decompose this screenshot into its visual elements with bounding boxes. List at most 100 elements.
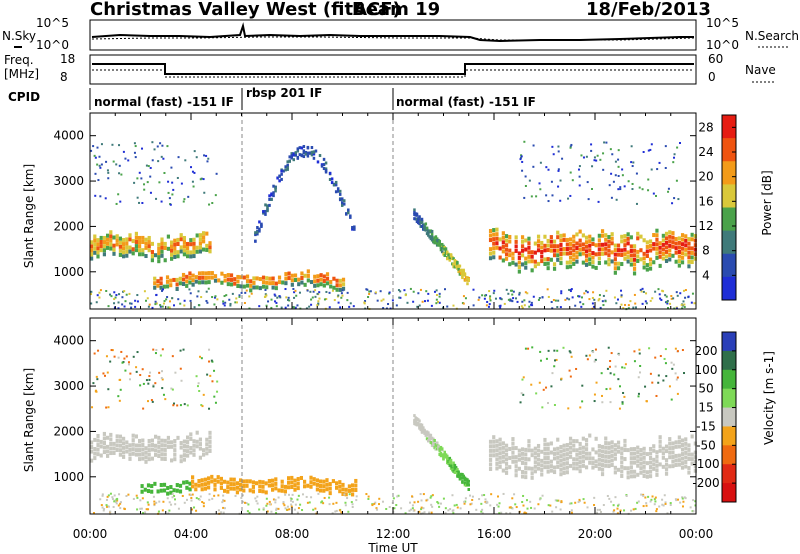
data-cell: [467, 483, 470, 487]
data-cell: [153, 481, 157, 486]
data-cell: [148, 378, 151, 381]
data-cell: [192, 185, 195, 188]
data-cell: [142, 382, 145, 385]
data-cell: [607, 445, 611, 450]
data-cell: [144, 254, 148, 259]
data-cell: [146, 297, 149, 300]
data-cell: [504, 238, 509, 243]
data-cell: [216, 390, 219, 393]
data-cell: [328, 177, 332, 181]
data-cell: [248, 488, 252, 493]
data-cell: [179, 367, 182, 370]
data-cell: [150, 447, 154, 452]
data-cell: [623, 509, 626, 512]
data-cell: [452, 304, 455, 307]
data-cell: [199, 178, 202, 181]
data-cell: [520, 447, 525, 452]
data-cell: [229, 304, 232, 307]
data-cell: [294, 153, 298, 157]
data-cell: [577, 168, 580, 171]
data-cell: [524, 247, 528, 252]
data-cell: [568, 454, 573, 459]
data-cell: [578, 229, 582, 234]
data-cell: [206, 160, 209, 163]
data-cell: [122, 290, 125, 293]
data-cell: [616, 467, 621, 472]
data-cell: [655, 463, 659, 468]
data-cell: [122, 441, 126, 446]
data-cell: [430, 511, 433, 514]
data-cell: [440, 447, 444, 451]
data-cell: [159, 285, 163, 290]
data-cell: [206, 301, 209, 304]
data-cell: [668, 248, 672, 253]
data-cell: [655, 459, 659, 464]
data-cell: [577, 295, 580, 298]
data-cell: [105, 505, 108, 508]
data-cell: [635, 202, 638, 205]
data-cell: [584, 253, 589, 258]
data-cell: [214, 295, 217, 298]
data-cell: [553, 365, 556, 368]
data-cell: [397, 494, 400, 497]
data-cell: [119, 388, 122, 391]
data-cell: [613, 456, 617, 461]
data-cell: [607, 239, 611, 244]
data-cell: [616, 252, 621, 257]
data-cell: [428, 511, 431, 514]
data-cell: [641, 287, 644, 290]
data-cell: [146, 181, 149, 184]
data-cell: [94, 172, 97, 175]
data-cell: [147, 443, 151, 448]
data-cell: [182, 240, 186, 245]
data-cell: [192, 254, 196, 259]
data-cell: [213, 274, 218, 279]
data-cell: [532, 295, 535, 298]
data-cell: [521, 300, 524, 303]
data-cell: [160, 443, 164, 448]
data-cell: [432, 239, 435, 243]
data-cell: [452, 469, 455, 473]
data-cell: [93, 447, 97, 452]
data-cell: [520, 470, 525, 475]
data-cell: [559, 458, 563, 463]
data-cell: [601, 300, 604, 303]
freq-panel: Freq. [MHz] 18 8 60 0 Nave: [4, 52, 776, 85]
data-cell: [540, 458, 544, 463]
data-cell: [661, 233, 665, 238]
data-cell: [189, 238, 193, 243]
data-cell: [99, 248, 103, 253]
data-cell: [438, 239, 441, 243]
data-cell: [350, 501, 353, 504]
velocity-colorbar-label: Velocity [m s-1]: [762, 351, 776, 445]
nave-tick-bottom: 0: [708, 70, 716, 84]
data-cell: [676, 376, 679, 379]
data-cell: [433, 290, 436, 293]
data-cell: [114, 500, 117, 503]
data-cell: [208, 444, 212, 449]
data-cell: [161, 370, 164, 373]
data-cell: [249, 279, 253, 284]
data-cell: [287, 304, 290, 307]
data-cell: [582, 156, 585, 159]
data-cell: [597, 462, 601, 467]
data-cell: [540, 467, 544, 472]
data-cell: [430, 229, 434, 233]
data-cell: [645, 470, 649, 475]
data-cell: [316, 304, 319, 307]
data-cell: [337, 294, 340, 297]
data-cell: [194, 487, 198, 492]
data-cell: [229, 477, 233, 482]
data-cell: [170, 458, 174, 463]
data-cell: [661, 503, 664, 506]
data-cell: [591, 302, 594, 305]
data-cell: [659, 355, 662, 358]
data-cell: [632, 451, 637, 456]
data-cell: [438, 292, 441, 295]
data-cell: [675, 291, 678, 294]
data-cell: [170, 503, 173, 506]
data-cell: [160, 245, 164, 250]
data-cell: [245, 283, 250, 288]
data-cell: [521, 160, 524, 163]
data-cell: [169, 283, 173, 288]
